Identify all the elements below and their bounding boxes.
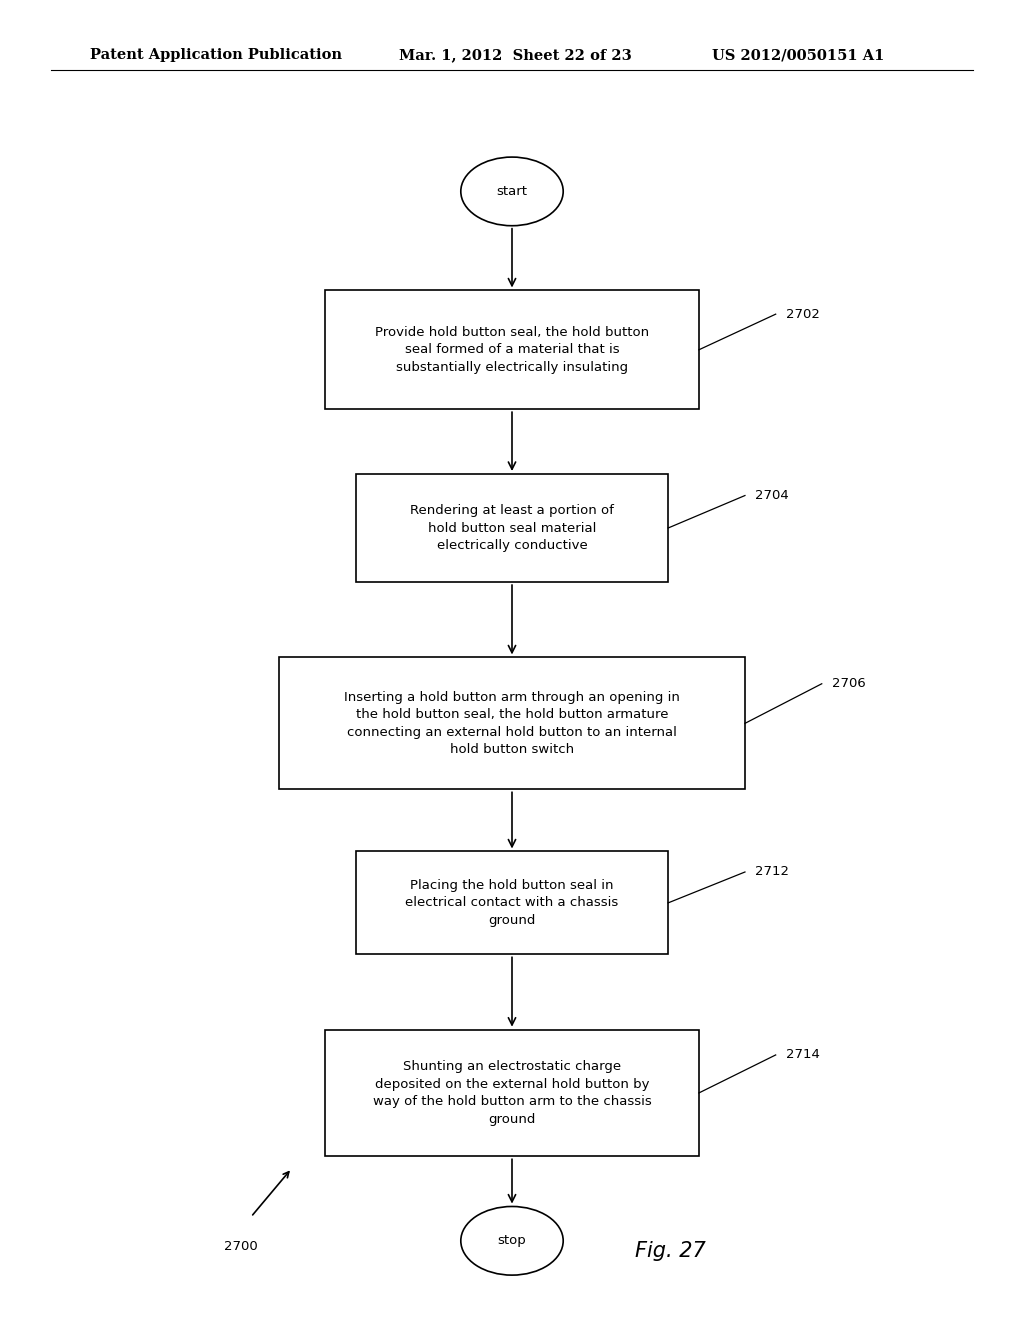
Text: Mar. 1, 2012  Sheet 22 of 23: Mar. 1, 2012 Sheet 22 of 23 — [399, 49, 632, 62]
Text: 2712: 2712 — [755, 866, 790, 879]
Bar — [279, 657, 745, 789]
Text: 2702: 2702 — [786, 308, 820, 321]
Text: Shunting an electrostatic charge
deposited on the external hold button by
way of: Shunting an electrostatic charge deposit… — [373, 1060, 651, 1126]
Text: US 2012/0050151 A1: US 2012/0050151 A1 — [712, 49, 884, 62]
Text: 2714: 2714 — [786, 1048, 820, 1061]
Bar — [326, 1030, 698, 1156]
Text: Fig. 27: Fig. 27 — [635, 1241, 706, 1262]
Text: stop: stop — [498, 1234, 526, 1247]
Text: Provide hold button seal, the hold button
seal formed of a material that is
subs: Provide hold button seal, the hold butto… — [375, 326, 649, 374]
Text: 2704: 2704 — [755, 488, 788, 502]
Text: 2700: 2700 — [224, 1239, 257, 1253]
Text: Placing the hold button seal in
electrical contact with a chassis
ground: Placing the hold button seal in electric… — [406, 879, 618, 927]
Text: Patent Application Publication: Patent Application Publication — [90, 49, 342, 62]
Text: start: start — [497, 185, 527, 198]
Bar — [326, 290, 698, 409]
Bar — [356, 474, 669, 582]
Text: Rendering at least a portion of
hold button seal material
electrically conductiv: Rendering at least a portion of hold but… — [410, 504, 614, 552]
Bar — [356, 851, 669, 954]
Text: 2706: 2706 — [831, 677, 865, 690]
Text: Inserting a hold button arm through an opening in
the hold button seal, the hold: Inserting a hold button arm through an o… — [344, 690, 680, 756]
